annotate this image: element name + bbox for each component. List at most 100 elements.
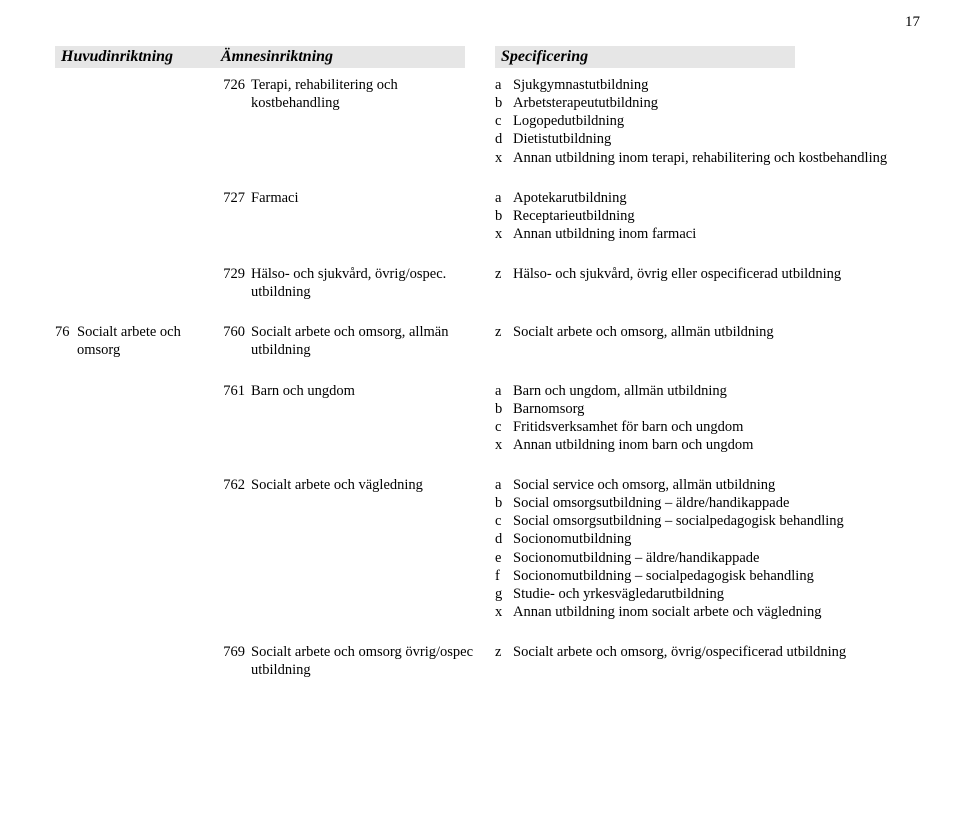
header-huvudinriktning: Huvudinriktning [55, 46, 215, 68]
spec-cell: aApotekarutbildningbReceptarieutbildning… [495, 189, 920, 243]
spec-letter: a [495, 382, 513, 400]
amnes-text: Socialt arbete och omsorg övrig/ospec ut… [251, 643, 495, 679]
amnes-cell: 760Socialt arbete och omsorg, allmän utb… [215, 323, 495, 359]
spec-letter: x [495, 149, 513, 167]
spec-text: Dietistutbildning [513, 130, 920, 148]
spec-line: dDietistutbildning [495, 130, 920, 148]
amnes-cell: 729Hälso- och sjukvård, övrig/ospec. utb… [215, 265, 495, 301]
spec-letter: c [495, 418, 513, 436]
spec-text: Hälso- och sjukvård, övrig eller ospecif… [513, 265, 920, 283]
spec-letter: b [495, 400, 513, 418]
spec-line: cLogopedutbildning [495, 112, 920, 130]
spec-text: Socionomutbildning – socialpedagogisk be… [513, 567, 920, 585]
spec-line: aBarn och ungdom, allmän utbildning [495, 382, 920, 400]
spec-cell: zSocialt arbete och omsorg, allmän utbil… [495, 323, 920, 341]
table-row: 76Socialt arbete och omsorg760Socialt ar… [55, 323, 920, 359]
spec-letter: d [495, 130, 513, 148]
spec-line: zHälso- och sjukvård, övrig eller ospeci… [495, 265, 920, 283]
spec-line: cFritidsverksamhet för barn och ungdom [495, 418, 920, 436]
spec-text: Social service och omsorg, allmän utbild… [513, 476, 920, 494]
spec-line: aSocial service och omsorg, allmän utbil… [495, 476, 920, 494]
spec-line: xAnnan utbildning inom barn och ungdom [495, 436, 920, 454]
spec-text: Socionomutbildning – äldre/handikappade [513, 549, 920, 567]
amnes-cell: 762Socialt arbete och vägledning [215, 476, 495, 494]
table-body: 726Terapi, rehabilitering och kostbehand… [55, 76, 920, 679]
spec-letter: f [495, 567, 513, 585]
table-header-row: Huvudinriktning Ämnesinriktning Specific… [55, 46, 920, 68]
spec-text: Receptarieutbildning [513, 207, 920, 225]
amnes-text: Socialt arbete och vägledning [251, 476, 495, 494]
spec-letter: g [495, 585, 513, 603]
amnes-text: Terapi, rehabilitering och kostbehandlin… [251, 76, 495, 112]
spec-line: fSocionomutbildning – socialpedagogisk b… [495, 567, 920, 585]
spec-text: Socionomutbildning [513, 530, 920, 548]
amnes-cell: 726Terapi, rehabilitering och kostbehand… [215, 76, 495, 112]
spec-cell: aBarn och ungdom, allmän utbildningbBarn… [495, 382, 920, 455]
spec-text: Arbetsterapeututbildning [513, 94, 920, 112]
table-row: 769Socialt arbete och omsorg övrig/ospec… [55, 643, 920, 679]
spec-letter: x [495, 225, 513, 243]
page-number: 17 [905, 14, 920, 31]
spec-line: bBarnomsorg [495, 400, 920, 418]
amnes-cell: 769Socialt arbete och omsorg övrig/ospec… [215, 643, 495, 679]
huvud-cell: 76Socialt arbete och omsorg [55, 323, 215, 359]
spec-line: xAnnan utbildning inom farmaci [495, 225, 920, 243]
spec-text: Sjukgymnastutbildning [513, 76, 920, 94]
amnes-code: 762 [215, 476, 251, 494]
spec-letter: c [495, 112, 513, 130]
spec-line: aApotekarutbildning [495, 189, 920, 207]
huvud-code: 76 [55, 323, 77, 359]
spec-text: Social omsorgsutbildning – äldre/handika… [513, 494, 920, 512]
spec-cell: zSocialt arbete och omsorg, övrig/ospeci… [495, 643, 920, 661]
amnes-code: 760 [215, 323, 251, 359]
spec-letter: z [495, 323, 513, 341]
spec-text: Annan utbildning inom terapi, rehabilite… [513, 149, 920, 167]
spec-text: Apotekarutbildning [513, 189, 920, 207]
amnes-cell: 727Farmaci [215, 189, 495, 207]
spec-text: Annan utbildning inom farmaci [513, 225, 920, 243]
page: 17 Huvudinriktning Ämnesinriktning Speci… [0, 0, 960, 832]
spec-letter: d [495, 530, 513, 548]
spec-line: aSjukgymnastutbildning [495, 76, 920, 94]
amnes-code: 729 [215, 265, 251, 301]
spec-letter: b [495, 94, 513, 112]
spec-text: Logopedutbildning [513, 112, 920, 130]
spec-line: dSocionomutbildning [495, 530, 920, 548]
spec-line: gStudie- och yrkesvägledarutbildning [495, 585, 920, 603]
spec-line: zSocialt arbete och omsorg, allmän utbil… [495, 323, 920, 341]
amnes-code: 761 [215, 382, 251, 400]
header-specificering: Specificering [495, 46, 795, 68]
spec-text: Barn och ungdom, allmän utbildning [513, 382, 920, 400]
spec-cell: aSocial service och omsorg, allmän utbil… [495, 476, 920, 621]
table-row: 762Socialt arbete och vägledningaSocial … [55, 476, 920, 621]
spec-line: xAnnan utbildning inom terapi, rehabilit… [495, 149, 920, 167]
spec-cell: zHälso- och sjukvård, övrig eller ospeci… [495, 265, 920, 283]
spec-letter: a [495, 476, 513, 494]
table-row: 727FarmaciaApotekarutbildningbReceptarie… [55, 189, 920, 243]
spec-text: Fritidsverksamhet för barn och ungdom [513, 418, 920, 436]
spec-letter: z [495, 643, 513, 661]
spec-line: bReceptarieutbildning [495, 207, 920, 225]
amnes-code: 727 [215, 189, 251, 207]
amnes-text: Barn och ungdom [251, 382, 495, 400]
huvud-text: Socialt arbete och omsorg [77, 323, 215, 359]
spec-line: xAnnan utbildning inom socialt arbete oc… [495, 603, 920, 621]
amnes-text: Hälso- och sjukvård, övrig/ospec. utbild… [251, 265, 495, 301]
spec-text: Barnomsorg [513, 400, 920, 418]
table-row: 729Hälso- och sjukvård, övrig/ospec. utb… [55, 265, 920, 301]
spec-text: Studie- och yrkesvägledarutbildning [513, 585, 920, 603]
spec-letter: z [495, 265, 513, 283]
spec-cell: aSjukgymnastutbildningbArbetsterapeututb… [495, 76, 920, 167]
table-row: 761Barn och ungdomaBarn och ungdom, allm… [55, 382, 920, 455]
spec-line: bSocial omsorgsutbildning – äldre/handik… [495, 494, 920, 512]
spec-text: Social omsorgsutbildning – socialpedagog… [513, 512, 920, 530]
spec-letter: x [495, 603, 513, 621]
spec-line: eSocionomutbildning – äldre/handikappade [495, 549, 920, 567]
spec-letter: b [495, 207, 513, 225]
spec-text: Socialt arbete och omsorg, övrig/ospecif… [513, 643, 920, 661]
spec-letter: a [495, 76, 513, 94]
spec-text: Annan utbildning inom socialt arbete och… [513, 603, 920, 621]
spec-text: Socialt arbete och omsorg, allmän utbild… [513, 323, 920, 341]
spec-letter: b [495, 494, 513, 512]
spec-letter: a [495, 189, 513, 207]
